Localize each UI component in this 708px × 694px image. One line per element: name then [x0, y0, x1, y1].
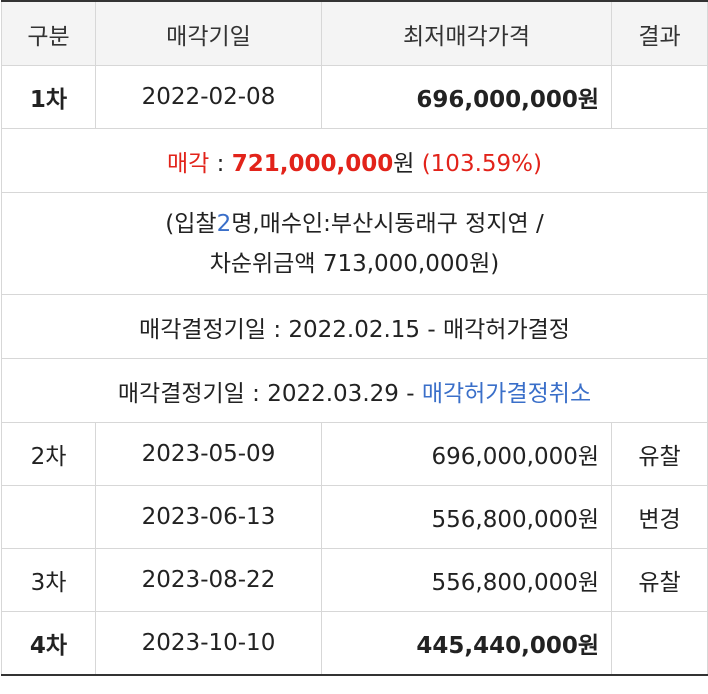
- bid-suffix: 명,매수인:부산시동래구 정지연 /: [231, 210, 544, 237]
- header-sale-date: 매각기일: [95, 0, 322, 66]
- decision-cancel-link[interactable]: 매각허가결정취소: [421, 380, 592, 407]
- result-cell: 변경: [611, 485, 708, 549]
- sale-result-row: 매각 : 721,000,000원 (103.59%): [1, 128, 708, 193]
- price-cell: 445,440,000원: [321, 611, 612, 675]
- round-cell: 1차: [1, 65, 96, 129]
- sale-amount: 721,000,000: [231, 150, 394, 177]
- sale-ratio: (103.59%): [421, 150, 542, 177]
- decision-text: 매각결정기일 : 2022.03.29 -: [117, 380, 422, 407]
- bid-info-cell: (입찰2명,매수인:부산시동래구 정지연 / 차순위금액 713,000,000…: [1, 192, 708, 295]
- header-round: 구분: [1, 0, 96, 66]
- result-cell: 유찰: [611, 548, 708, 612]
- price-cell: 556,800,000원: [321, 548, 612, 612]
- result-cell: [611, 611, 708, 675]
- date-cell: 2023-08-22: [95, 548, 322, 612]
- sale-label: 매각: [167, 150, 210, 177]
- decision-cell: 매각결정기일 : 2022.03.29 - 매각허가결정취소: [1, 358, 708, 423]
- bid-count: 2: [216, 210, 232, 237]
- header-min-price: 최저매각가격: [321, 0, 612, 66]
- round-cell: 3차: [1, 548, 96, 612]
- header-result: 결과: [611, 0, 708, 66]
- sale-result-cell: 매각 : 721,000,000원 (103.59%): [1, 128, 708, 193]
- result-cell: [611, 65, 708, 129]
- bid-prefix: (입찰: [165, 210, 217, 237]
- date-cell: 2023-05-09: [95, 422, 322, 486]
- date-cell: 2023-06-13: [95, 485, 322, 549]
- price-cell: 696,000,000원: [321, 422, 612, 486]
- date-cell: 2023-10-10: [95, 611, 322, 675]
- table-row: 3차 2023-08-22 556,800,000원 유찰: [1, 548, 708, 612]
- date-cell: 2022-02-08: [95, 65, 322, 129]
- table-header-row: 구분 매각기일 최저매각가격 결과: [1, 0, 708, 66]
- price-cell: 556,800,000원: [321, 485, 612, 549]
- bid-second-amount: 차순위금액 713,000,000원): [209, 250, 500, 277]
- result-cell: 유찰: [611, 422, 708, 486]
- table-row: 4차 2023-10-10 445,440,000원: [1, 611, 708, 675]
- sale-separator: :: [209, 150, 232, 177]
- sale-unit: 원: [393, 150, 415, 177]
- round-cell: 4차: [1, 611, 96, 675]
- round-cell: 2차: [1, 422, 96, 486]
- price-cell: 696,000,000원: [321, 65, 612, 129]
- decision-row: 매각결정기일 : 2022.03.29 - 매각허가결정취소: [1, 358, 708, 423]
- decision-row: 매각결정기일 : 2022.02.15 - 매각허가결정: [1, 294, 708, 359]
- decision-cell: 매각결정기일 : 2022.02.15 - 매각허가결정: [1, 294, 708, 359]
- table-row: 2차 2023-05-09 696,000,000원 유찰: [1, 422, 708, 486]
- bid-info-row: (입찰2명,매수인:부산시동래구 정지연 / 차순위금액 713,000,000…: [1, 192, 708, 295]
- table-row: 1차 2022-02-08 696,000,000원: [1, 65, 708, 129]
- round-cell: [1, 485, 96, 549]
- auction-schedule-table: 구분 매각기일 최저매각가격 결과 1차 2022-02-08 696,000,…: [1, 0, 708, 676]
- table-row: 2023-06-13 556,800,000원 변경: [1, 485, 708, 549]
